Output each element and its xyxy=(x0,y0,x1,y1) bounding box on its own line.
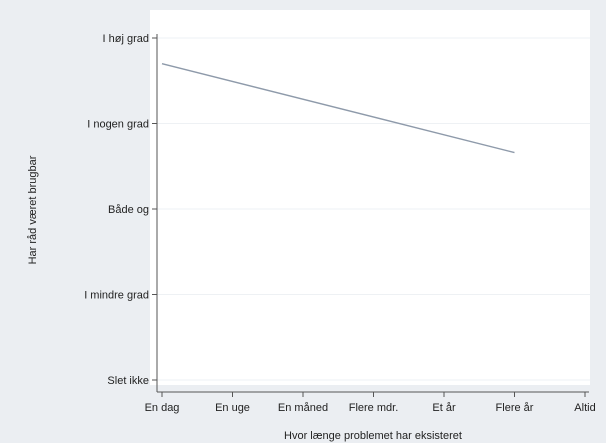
x-tick-label: En måned xyxy=(278,402,328,414)
x-tick-label: En dag xyxy=(145,402,180,414)
x-tick-label: Altid xyxy=(574,402,595,414)
y-tick-label: I mindre grad xyxy=(84,290,149,302)
y-tick-label: Både og xyxy=(108,204,149,216)
y-tick-label: Slet ikke xyxy=(107,375,149,387)
grid-lines xyxy=(157,37,590,381)
x-tick-label: Et år xyxy=(432,402,456,414)
x-tick-label: Flere år xyxy=(496,402,534,414)
series-layer xyxy=(161,62,515,154)
x-axis-title: Hvor længe problemet har eksisteret xyxy=(284,430,462,442)
y-axis-title: Har råd været brugbar xyxy=(27,155,39,264)
y-axis-ticks: Slet ikke I mindre grad Både og I nogen gra… xyxy=(84,33,157,387)
plot-area xyxy=(150,10,590,385)
y-tick-label: I høj grad xyxy=(103,33,149,45)
x-tick-label: Flere mdr. xyxy=(349,402,399,414)
x-axis-ticks: En dag En uge En måned Flere mdr. Et år Flere… xyxy=(145,392,596,414)
series-line xyxy=(161,62,515,154)
y-tick-label: I nogen grad xyxy=(87,119,149,131)
x-tick-label: En uge xyxy=(215,402,250,414)
